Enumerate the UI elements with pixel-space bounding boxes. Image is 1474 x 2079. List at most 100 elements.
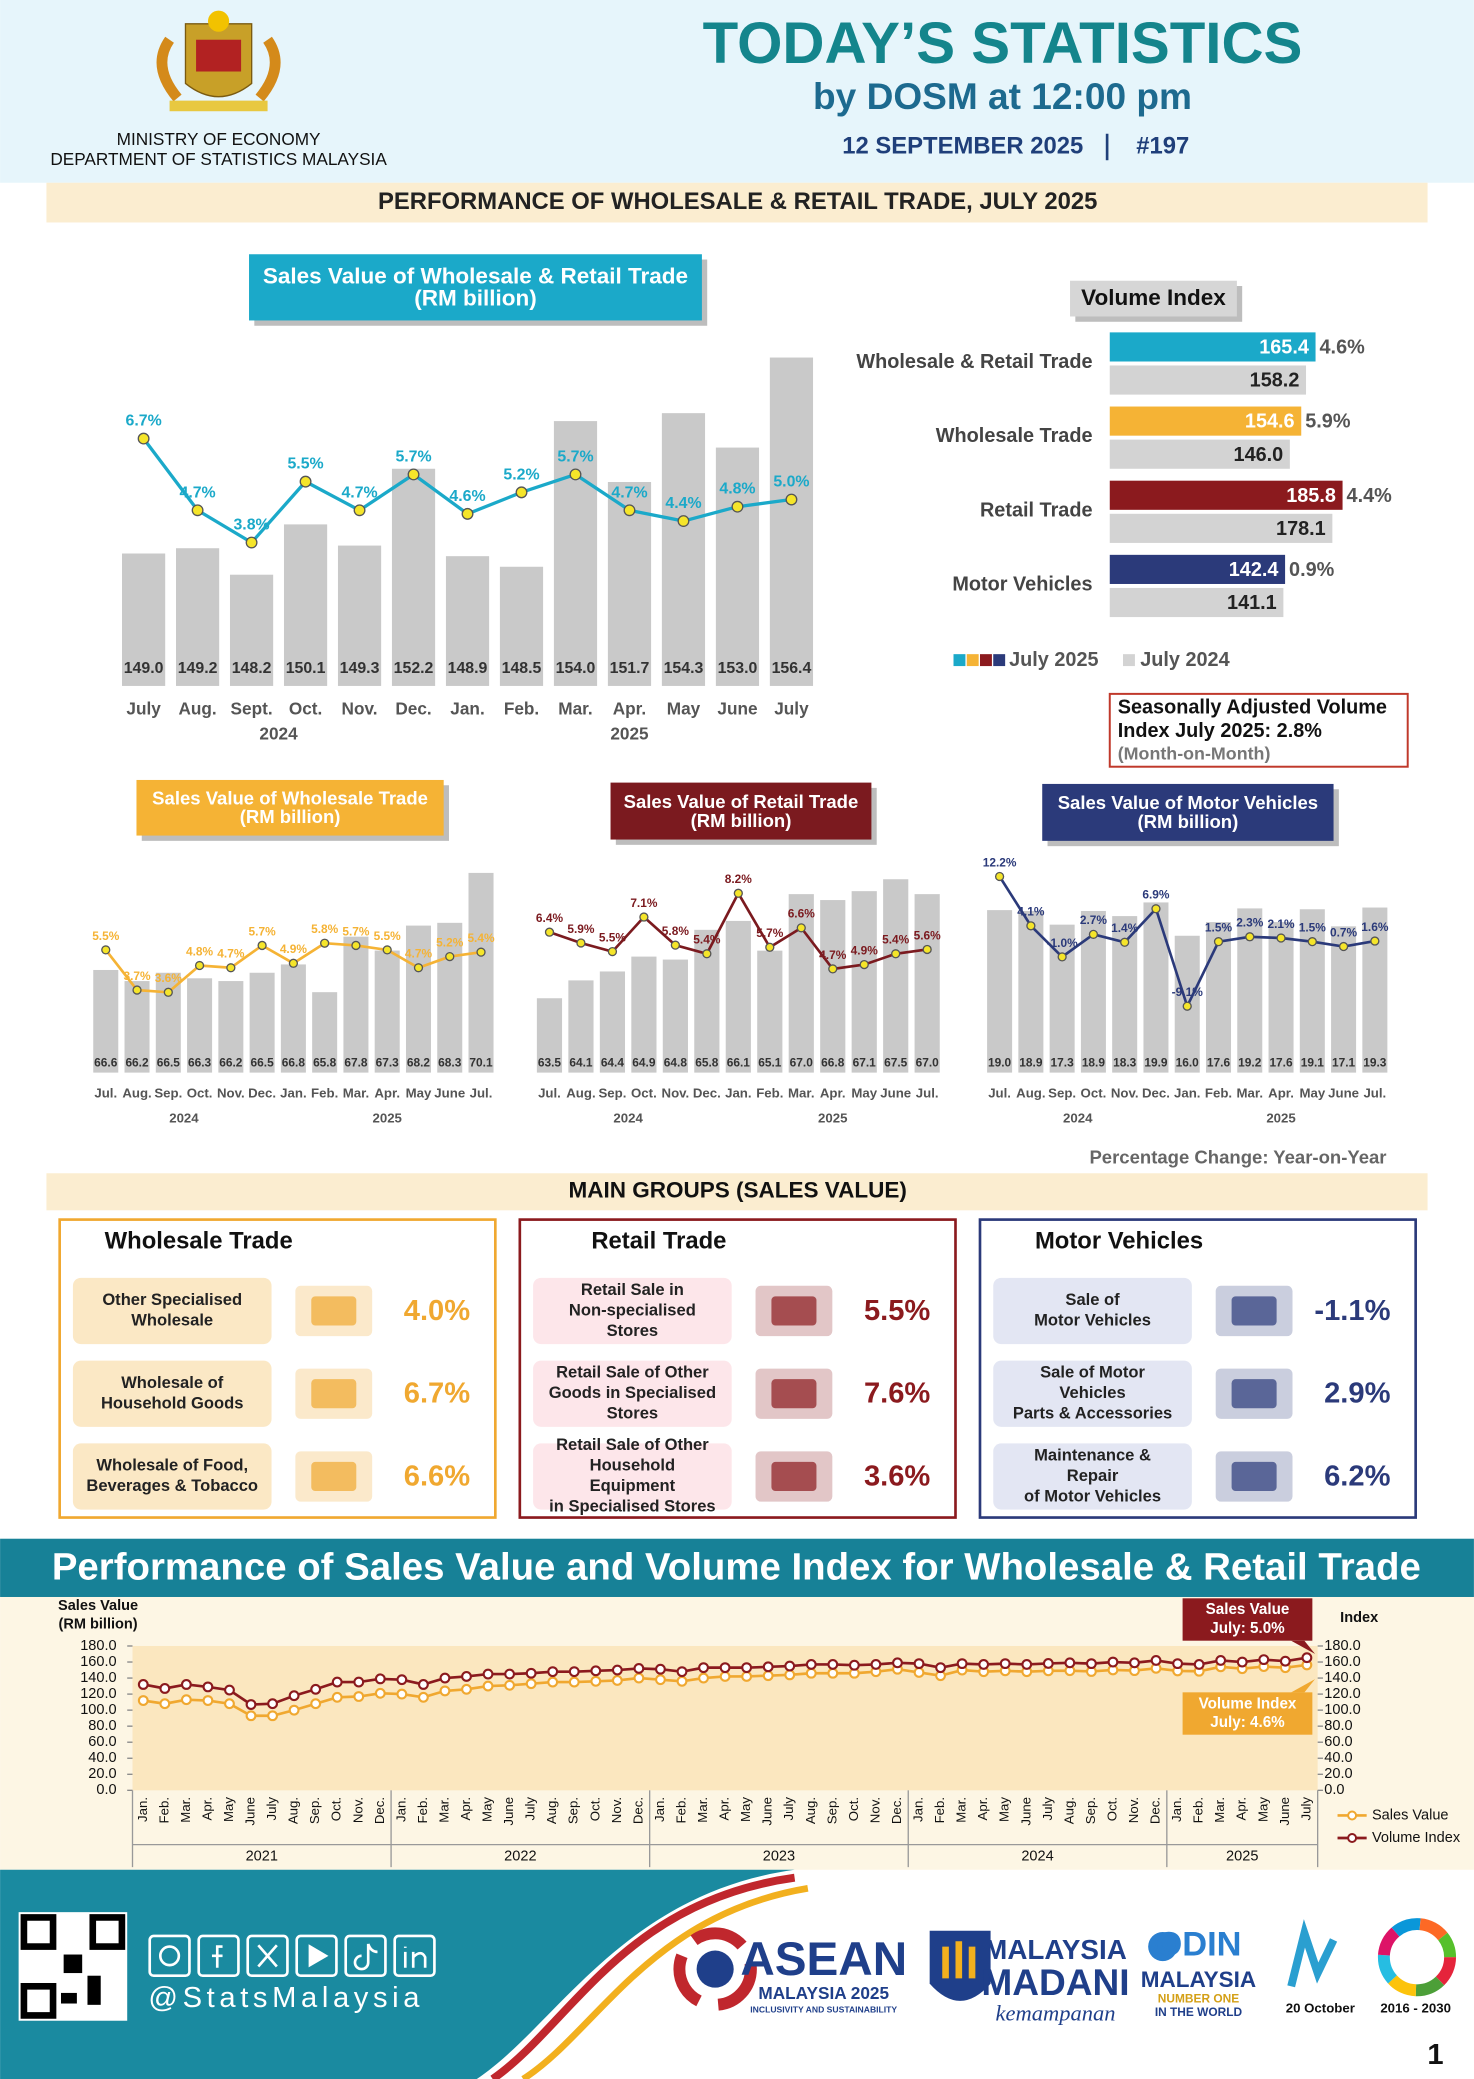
note-line: (Month-on-Month) [1118,744,1271,764]
banner-title: PERFORMANCE OF WHOLESALE & RETAIL TRADE,… [378,188,1097,215]
growth-marker [226,963,236,973]
qr-module [60,1992,77,2004]
series-marker [611,1675,623,1686]
x-tick-label: July [523,1797,538,1821]
annotation-pointer [1291,1640,1316,1654]
x-tick-label: Aug. [803,1797,818,1824]
x-tick-label: Sep. [566,1797,581,1824]
growth-label: 2.3% [1236,916,1264,930]
series-marker [267,1698,278,1710]
bar-value-label: 66.3 [188,1055,212,1069]
series-marker [202,1681,214,1693]
year-label: 2025 [818,1110,847,1125]
category-label: Wholesale Trade [936,425,1093,447]
bar [93,969,119,1073]
bar-value-label: 17.6 [1207,1055,1231,1069]
growth-label: 5.5% [92,929,120,943]
x-tick-label: Dec. [630,1797,645,1824]
series-marker [913,1658,925,1670]
sdg-wheel [1377,1918,1457,1997]
growth-marker [670,940,681,950]
social-icon[interactable] [246,1934,289,1978]
legend-label: July 2024 [1140,649,1229,671]
growth-label: 5.5% [599,931,627,945]
bar-value-label: 142.4 [1229,559,1279,581]
item-value: 6.7% [404,1378,470,1410]
bar [391,468,436,686]
growth-marker [1120,937,1130,947]
bar [757,950,783,1073]
item-value: 7.6% [864,1378,930,1410]
chart-title: Volume Index [1081,285,1226,310]
sdg-wheel [1377,1918,1457,1997]
growth-label: 4.8% [719,481,755,498]
qr-finder [20,1914,57,1950]
growth-marker [101,945,111,955]
growth-label: 5.7% [557,448,593,465]
bar-value-label: 66.8 [282,1055,306,1069]
growth-label: 4.7% [341,484,377,501]
social-icon[interactable] [148,1934,191,1978]
growth-label: 4.7% [819,948,847,962]
x-tick-label: Dec. [395,698,431,718]
x-tick-label: Feb. [673,1797,688,1823]
series-marker [978,1658,990,1670]
x-tick-label: Sep. [154,1085,182,1100]
change-label: 0.9% [1289,559,1335,581]
category-label: Wholesale & Retail Trade [856,351,1092,373]
growth-label: 4.4% [665,495,701,512]
series-marker [159,1683,171,1694]
year-label: 2025 [610,723,649,743]
social-icon[interactable] [295,1934,338,1978]
social-icon[interactable] [197,1934,240,1978]
bar [1143,902,1169,1073]
crest [156,10,281,112]
chart-title: Sales Value of Retail Trade [624,791,859,812]
x-tick-label: Jan. [1174,1085,1200,1100]
title-box [1042,783,1334,841]
social-icon[interactable] [344,1934,387,1978]
series-marker [374,1687,386,1699]
note-box [1108,692,1409,768]
bar [1109,439,1290,469]
growth-label: 2.1% [1267,917,1295,931]
growth-label: 6.4% [536,911,564,925]
note-line: Index July 2025: 2.8% [1118,720,1323,742]
x-tick-label: Jul. [538,1085,561,1100]
bar-value-label: 66.6 [94,1055,118,1069]
growth-label: -9.1% [1172,985,1204,999]
sdg-wheel [1377,1918,1457,1997]
x-tick-label: June [434,1085,465,1100]
bar [499,566,544,686]
chart-title: (RM billion) [691,810,792,831]
growth-label: 5.5% [374,929,402,943]
series-marker [525,1667,537,1679]
bar-value-label: 19.2 [1238,1055,1262,1069]
growth-label: 5.5% [287,456,323,473]
qr-module [87,1975,101,2005]
growth-label: 4.6% [449,488,485,505]
item-icon-detail [311,1379,357,1409]
item-label: in Specialised Stores [549,1497,715,1516]
x-tick-label: Nov. [867,1797,882,1823]
growth-label: 3.7% [123,969,151,983]
growth-label: 4.7% [405,947,433,961]
social-icon[interactable] [393,1934,436,1978]
series-marker [1301,1652,1313,1664]
x-tick-label: June [880,1085,911,1100]
main-groups-title: MAIN GROUPS (SALES VALUE) [568,1178,906,1203]
x-tick-label: Oct. [1081,1085,1107,1100]
item-value: 2.9% [1324,1378,1390,1410]
series-marker [590,1665,602,1677]
series-marker [741,1671,753,1682]
x-tick-label: May [667,698,701,718]
y-tick-label: 120.0 [80,1686,116,1702]
bar [445,556,490,686]
series-marker [655,1663,666,1675]
page-number: 1 [1427,2039,1443,2071]
x-tick-label: June [717,698,757,718]
series-marker [848,1659,860,1671]
bar-value-label: 66.2 [125,1055,149,1069]
legend-swatch [966,654,979,667]
